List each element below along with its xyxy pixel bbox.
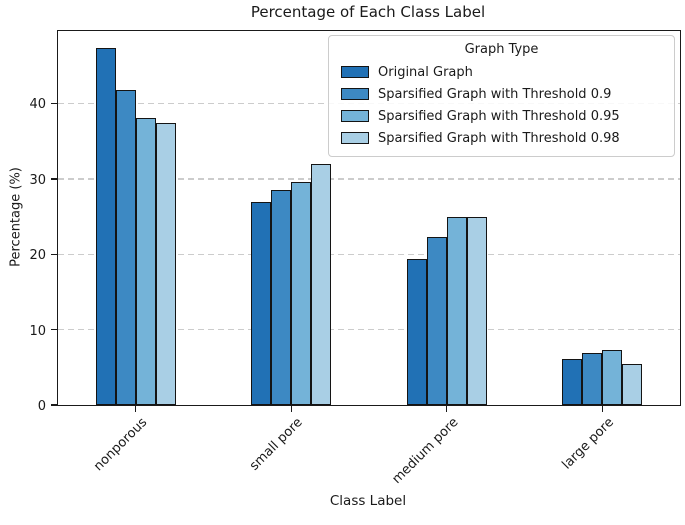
legend-item-1: Sparsified Graph with Threshold 0.9 — [339, 83, 664, 105]
y-tick-mark-0 — [51, 404, 58, 406]
bar-nonporous-series-0 — [95, 48, 116, 405]
bar-medium-pore-series-1 — [426, 236, 447, 405]
bar-small-pore-series-0 — [251, 202, 272, 405]
x-tick-label-nonporous: nonporous — [91, 415, 151, 475]
chart-title: Percentage of Each Class Label — [250, 3, 486, 21]
legend-title: Graph Type — [464, 42, 539, 57]
x-axis-label: Class Label — [329, 493, 407, 509]
legend-item-2: Sparsified Graph with Threshold 0.95 — [339, 105, 664, 127]
legend-label-3: Sparsified Graph with Threshold 0.98 — [378, 130, 620, 146]
legend-label-1: Sparsified Graph with Threshold 0.9 — [378, 86, 612, 102]
x-tick-mark-large-pore — [601, 406, 603, 412]
y-tick-mark-10 — [51, 328, 58, 331]
bar-medium-pore-series-3 — [466, 217, 487, 405]
legend-swatch-3 — [341, 132, 369, 144]
bar-medium-pore-series-2 — [446, 217, 467, 405]
x-tick-label-medium-pore: medium pore — [389, 415, 462, 488]
bar-small-pore-series-3 — [311, 163, 332, 405]
bar-large-pore-series-3 — [622, 363, 643, 405]
bar-small-pore-series-1 — [271, 190, 292, 405]
bar-medium-pore-series-0 — [406, 258, 427, 405]
y-tick-label-20: 20 — [29, 248, 46, 264]
legend-item-3: Sparsified Graph with Threshold 0.98 — [339, 127, 664, 149]
legend-item-0: Original Graph — [339, 61, 664, 83]
bar-large-pore-series-0 — [562, 359, 583, 405]
bar-large-pore-series-1 — [582, 352, 603, 405]
legend-label-2: Sparsified Graph with Threshold 0.95 — [378, 108, 620, 124]
y-tick-mark-40 — [51, 102, 58, 105]
gridline-10 — [58, 328, 680, 331]
bar-large-pore-series-2 — [602, 349, 623, 405]
x-tick-mark-small-pore — [290, 406, 292, 412]
gridline-30 — [58, 178, 680, 180]
legend-swatch-1 — [341, 88, 369, 100]
y-tick-label-30: 30 — [29, 172, 46, 188]
x-tick-label-small-pore: small pore — [247, 415, 306, 474]
legend-swatch-2 — [341, 110, 369, 122]
bar-nonporous-series-1 — [115, 89, 136, 405]
x-tick-mark-medium-pore — [446, 406, 448, 412]
bar-nonporous-series-2 — [135, 118, 156, 405]
x-tick-label-large-pore: large pore — [559, 415, 617, 473]
legend: Graph Type Original Graph Sparsified Graph… — [328, 35, 675, 157]
bar-nonporous-series-3 — [155, 123, 176, 405]
y-tick-label-0: 0 — [37, 399, 46, 414]
legend-swatch-0 — [341, 66, 369, 78]
y-tick-mark-30 — [51, 178, 58, 180]
plot-area: 0 10 20 30 40 nonporous small pore medium pore l… — [29, 30, 681, 487]
y-tick-label-10: 10 — [29, 323, 46, 339]
legend-label-0: Original Graph — [378, 64, 473, 80]
x-tick-mark-nonporous — [135, 406, 137, 412]
y-tick-label-40: 40 — [29, 97, 46, 113]
y-tick-mark-20 — [51, 253, 58, 255]
bar-small-pore-series-2 — [291, 181, 312, 405]
gridline-20 — [58, 253, 680, 255]
